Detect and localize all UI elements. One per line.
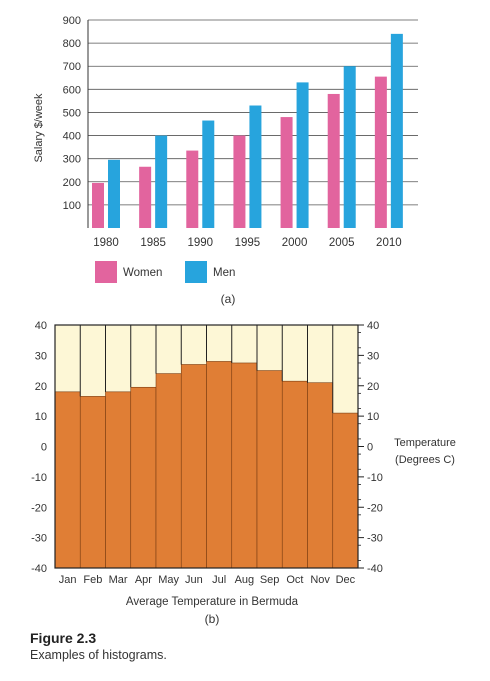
x-tick-label: Jun (185, 574, 203, 586)
x-tick-label: 2010 (376, 237, 402, 249)
salary-legend: Women Men (95, 261, 235, 283)
temperature-right-axis-label-line2: (Degrees C) (395, 454, 455, 466)
y-tick-label: 900 (63, 15, 81, 27)
x-tick-label: Apr (135, 574, 152, 586)
temperature-chart: Jan Feb Mar Apr May Jun Jul Aug Sep Oct Nov Dec 40 30… (31, 320, 456, 626)
y-tick-label: 400 (63, 131, 81, 143)
salary-y-axis-label: Salary $/week (33, 93, 45, 163)
y-tick-label: 500 (63, 107, 81, 119)
legend-swatch-women (95, 261, 117, 283)
x-tick-label: Sep (260, 574, 280, 586)
bar-Oct (281, 380, 308, 569)
figure-number: Figure 2.3 (30, 630, 97, 646)
bar-Feb (79, 396, 106, 569)
y-left-tick-label: 30 (35, 350, 47, 362)
x-tick-label: 1980 (93, 237, 119, 249)
bar-women-1985 (139, 166, 152, 228)
bar-women-2000 (280, 117, 293, 228)
x-tick-label: 1990 (187, 237, 213, 249)
y-right-tick-label: 40 (367, 320, 379, 332)
temperature-x-axis-label: Average Temperature in Bermuda (126, 596, 299, 608)
y-left-tick-label: -20 (31, 502, 47, 514)
salary-axis: 100 200 300 400 500 600 700 800 900 1980 1985 1990 1… (63, 15, 402, 249)
y-right-tick-label: 20 (367, 381, 379, 393)
y-tick-label: 600 (63, 84, 81, 96)
salary-chart: 100 200 300 400 500 600 700 800 900 1980 1985 1990 1… (33, 15, 418, 306)
x-tick-label: May (158, 574, 179, 586)
bar-Dec (332, 412, 359, 569)
bar-May (155, 373, 182, 569)
y-left-tick-label: -40 (31, 563, 47, 575)
y-tick-label: 700 (63, 61, 81, 73)
x-tick-label: 1985 (140, 237, 166, 249)
y-right-tick-label: 0 (367, 442, 373, 454)
temperature-axis: Jan Feb Mar Apr May Jun Jul Aug Sep Oct Nov Dec 40 30… (31, 320, 383, 586)
bar-women-2005 (327, 93, 340, 228)
x-tick-label: Aug (235, 574, 255, 586)
x-tick-label: 2005 (329, 237, 355, 249)
y-left-tick-label: -30 (31, 533, 47, 545)
bar-men-2010 (390, 33, 403, 228)
bar-women-1995 (233, 135, 246, 228)
y-right-tick-label: 30 (367, 350, 379, 362)
bar-women-1980 (92, 182, 104, 228)
legend-label-men: Men (213, 267, 235, 279)
x-tick-label: Jul (212, 574, 226, 586)
legend-label-women: Women (123, 267, 162, 279)
y-right-tick-label: -40 (367, 563, 383, 575)
bar-Jun (180, 364, 207, 569)
y-tick-label: 100 (63, 200, 81, 212)
y-left-tick-label: -10 (31, 472, 47, 484)
bar-Aug (231, 362, 258, 569)
y-right-tick-label: -10 (367, 472, 383, 484)
bar-men-1995 (249, 105, 262, 228)
bar-Jul (206, 361, 233, 569)
bar-men-2000 (296, 82, 309, 229)
x-tick-label: 1995 (235, 237, 261, 249)
bar-men-1980 (108, 159, 120, 228)
x-tick-label: Mar (109, 574, 128, 586)
bar-men-2005 (343, 66, 356, 228)
y-left-tick-label: 40 (35, 320, 47, 332)
figure-caption: Examples of histograms. (30, 648, 167, 662)
panel-b-label: (b) (205, 612, 220, 626)
panel-a-label: (a) (221, 292, 236, 306)
bar-Sep (256, 370, 283, 569)
y-left-tick-label: 10 (35, 411, 47, 423)
bar-Apr (130, 386, 157, 569)
bar-Nov (307, 382, 334, 569)
y-left-tick-label: 20 (35, 381, 47, 393)
y-right-tick-label: 10 (367, 411, 379, 423)
x-tick-label: Nov (310, 574, 330, 586)
legend-swatch-men (185, 261, 207, 283)
y-tick-label: 200 (63, 177, 81, 189)
x-tick-label: 2000 (282, 237, 308, 249)
x-tick-label: Feb (83, 574, 102, 586)
bar-men-1990 (202, 120, 215, 228)
x-tick-label: Jan (59, 574, 77, 586)
y-right-tick-label: -30 (367, 533, 383, 545)
y-tick-label: 300 (63, 154, 81, 166)
bar-Jan (54, 391, 81, 569)
temperature-right-axis-label-line1: Temperature (394, 437, 456, 449)
bar-women-2010 (374, 76, 387, 228)
bar-men-1985 (155, 135, 168, 228)
y-tick-label: 800 (63, 38, 81, 50)
y-right-tick-label: -20 (367, 502, 383, 514)
bar-Mar (105, 391, 132, 569)
salary-bars (92, 33, 403, 229)
x-tick-label: Dec (336, 574, 356, 586)
temperature-bars (54, 361, 359, 569)
x-tick-label: Oct (286, 574, 303, 586)
y-left-tick-label: 0 (41, 442, 47, 454)
bar-women-1990 (186, 150, 199, 228)
